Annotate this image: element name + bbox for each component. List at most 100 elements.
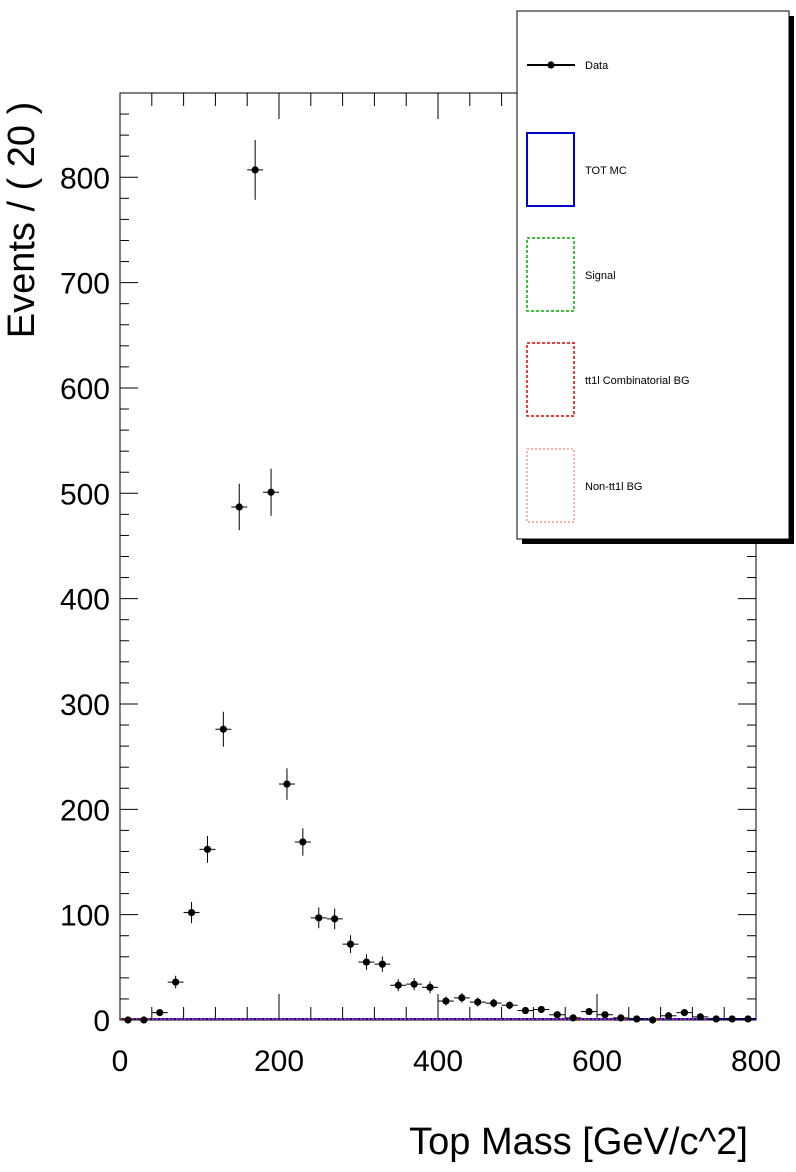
data-marker [522, 1007, 529, 1014]
data-point [470, 998, 486, 1007]
data-marker [617, 1014, 624, 1021]
data-point [708, 1015, 724, 1022]
y-tick-label: 300 [60, 689, 110, 722]
data-point [374, 957, 390, 972]
data-marker [426, 984, 433, 991]
data-marker [713, 1015, 720, 1022]
data-marker [570, 1014, 577, 1021]
x-axis-label: Top Mass [GeV/c^2] [409, 1121, 748, 1163]
y-tick-label: 200 [60, 794, 110, 827]
data-marker [204, 846, 211, 853]
data-point [263, 469, 279, 516]
legend-data-label: Data [585, 60, 609, 72]
data-marker [236, 503, 243, 510]
data-marker [347, 941, 354, 948]
data-marker [633, 1015, 640, 1022]
legend-label: Signal [585, 270, 616, 282]
data-point [645, 1016, 661, 1023]
data-marker [681, 1009, 688, 1016]
data-point [677, 1009, 693, 1016]
data-marker [442, 997, 449, 1004]
data-marker [172, 978, 179, 985]
y-tick-label: 0 [93, 1005, 110, 1038]
data-point [152, 1009, 168, 1016]
data-point [406, 978, 422, 990]
x-tick-label: 600 [572, 1045, 622, 1078]
data-point [518, 1007, 534, 1014]
y-tick-label: 700 [60, 268, 110, 301]
data-marker [299, 838, 306, 845]
data-point [359, 954, 375, 970]
data-point [549, 1011, 565, 1018]
x-tick-label: 400 [413, 1045, 463, 1078]
legend: DataTOT MCSignaltt1l Combinatorial BGNon… [517, 11, 794, 544]
data-point [629, 1015, 645, 1022]
x-tick-label: 200 [254, 1045, 304, 1078]
data-marker [649, 1016, 656, 1023]
data-point [184, 902, 200, 923]
data-point [390, 979, 406, 991]
data-marker [411, 981, 418, 988]
data-point [422, 981, 438, 993]
y-axis-label: Events / ( 20 ) [1, 102, 43, 339]
data-marker [490, 1000, 497, 1007]
data-marker [538, 1006, 545, 1013]
data-marker [252, 166, 259, 173]
y-tick-label: 800 [60, 162, 110, 195]
data-point [295, 828, 311, 855]
data-marker [140, 1016, 147, 1023]
data-marker [729, 1015, 736, 1022]
y-tick-label: 500 [60, 478, 110, 511]
data-marker [665, 1012, 672, 1019]
data-point [247, 140, 263, 200]
data-point [438, 997, 454, 1006]
y-tick-label: 100 [60, 900, 110, 933]
data-marker [363, 958, 370, 965]
data-point [200, 836, 216, 863]
data-point [486, 999, 502, 1007]
y-tick-label: 400 [60, 584, 110, 617]
data-point [136, 1016, 152, 1023]
data-marker [585, 1008, 592, 1015]
data-marker [554, 1011, 561, 1018]
data-point [311, 907, 327, 928]
data-marker [124, 1016, 131, 1023]
x-tick-label: 800 [731, 1045, 781, 1078]
legend-box [517, 11, 789, 539]
data-point [120, 1016, 136, 1023]
data-marker [267, 489, 274, 496]
data-marker [315, 914, 322, 921]
data-marker [697, 1013, 704, 1020]
data-point [597, 1011, 613, 1018]
data-point [454, 993, 470, 1003]
data-point [279, 768, 295, 800]
data-point [502, 1001, 518, 1009]
data-marker [379, 961, 386, 968]
data-marker [188, 909, 195, 916]
data-point [581, 1008, 597, 1015]
data-marker [395, 982, 402, 989]
data-point [533, 1006, 549, 1013]
data-point [168, 976, 184, 989]
data-marker [601, 1011, 608, 1018]
data-marker [331, 915, 338, 922]
data-point [231, 484, 247, 530]
data-point [343, 935, 359, 953]
data-marker [220, 726, 227, 733]
data-marker [506, 1002, 513, 1009]
data-marker [156, 1009, 163, 1016]
data-marker [283, 780, 290, 787]
data-point [740, 1015, 756, 1022]
data-marker [474, 998, 481, 1005]
data-marker [458, 994, 465, 1001]
legend-label: Non-tt1l BG [585, 481, 642, 493]
data-point [327, 909, 343, 930]
data-point [724, 1015, 740, 1022]
legend-label: TOT MC [585, 165, 627, 177]
x-tick-label: 0 [112, 1045, 129, 1078]
data-point [215, 712, 231, 747]
data-marker [744, 1015, 751, 1022]
y-tick-label: 600 [60, 373, 110, 406]
legend-data-marker [547, 61, 554, 68]
